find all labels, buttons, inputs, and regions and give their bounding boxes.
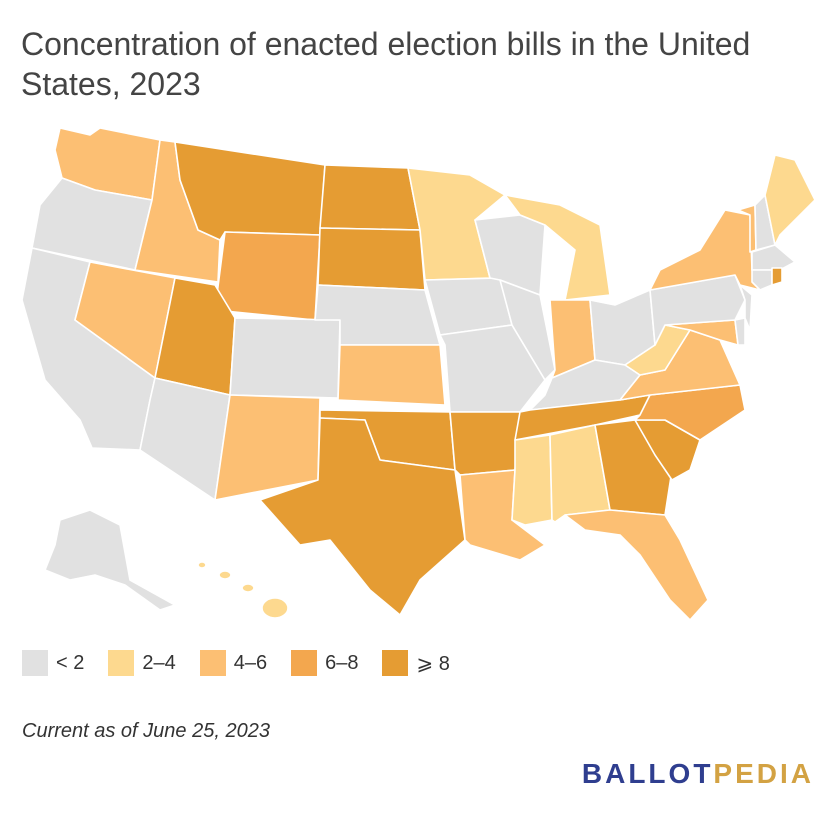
legend-item: 6–8 xyxy=(291,650,358,676)
state-HI[interactable] xyxy=(197,561,289,619)
state-NY[interactable] xyxy=(649,209,761,291)
legend-label: < 2 xyxy=(56,651,85,674)
us-choropleth-map xyxy=(21,127,816,621)
state-WY[interactable] xyxy=(214,231,321,321)
legend-swatch xyxy=(382,650,409,676)
legend-label: 4–6 xyxy=(233,651,268,674)
map-legend: < 2 2–4 4–6 6–8 ⩾ 8 xyxy=(22,650,474,676)
state-IL[interactable] xyxy=(499,279,556,381)
state-CT[interactable] xyxy=(751,269,773,291)
legend-swatch xyxy=(22,650,48,676)
state-FL[interactable] xyxy=(564,509,709,621)
date-note: Current as of June 25, 2023 xyxy=(22,720,270,742)
state-AR[interactable] xyxy=(449,411,521,476)
state-DE[interactable] xyxy=(734,317,746,346)
legend-item: < 2 xyxy=(22,650,84,676)
map-title: Concentration of enacted election bills … xyxy=(21,26,751,102)
legend-label: ⩾ 8 xyxy=(416,652,450,675)
state-MA[interactable] xyxy=(751,244,796,271)
legend-swatch xyxy=(199,650,226,676)
legend-swatch xyxy=(108,650,135,676)
ballotpedia-logo[interactable]: BALLOTPEDIA xyxy=(582,758,814,790)
state-KS[interactable] xyxy=(337,344,446,406)
state-CO[interactable] xyxy=(229,317,341,399)
state-NJ[interactable] xyxy=(739,284,753,331)
legend-item: 2–4 xyxy=(108,650,176,676)
state-MS[interactable] xyxy=(511,434,553,526)
state-GA[interactable] xyxy=(594,419,673,516)
state-ND[interactable] xyxy=(319,164,421,231)
state-RI[interactable] xyxy=(771,267,783,286)
state-MT[interactable] xyxy=(174,141,326,241)
legend-label: 2–4 xyxy=(142,651,176,674)
legend-label: 6–8 xyxy=(325,651,359,674)
state-SD[interactable] xyxy=(317,227,426,291)
state-AZ[interactable] xyxy=(139,377,231,501)
state-ME[interactable] xyxy=(764,154,816,246)
logo-part-pedia: PEDIA xyxy=(713,758,814,789)
legend-item: ⩾ 8 xyxy=(382,650,450,676)
legend-item: 4–6 xyxy=(199,650,268,676)
logo-part-ballot: BALLOT xyxy=(581,758,714,789)
state-TX[interactable] xyxy=(259,417,466,616)
state-AK[interactable] xyxy=(44,509,176,611)
legend-swatch xyxy=(291,650,318,676)
